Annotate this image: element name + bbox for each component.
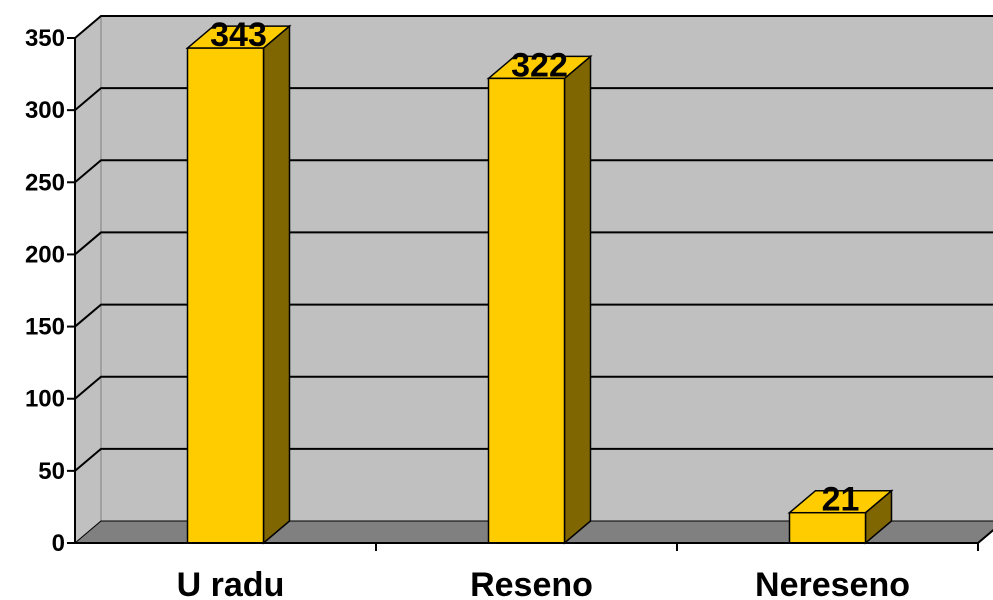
- gridline: [74, 375, 993, 400]
- gridlines: [74, 15, 993, 472]
- y-tick-label: 250: [25, 169, 65, 196]
- gridline: [74, 303, 993, 328]
- bar-front: [186, 47, 265, 544]
- x-tick-label: Reseno: [470, 566, 593, 600]
- data-label: 322: [511, 46, 568, 84]
- bar: [486, 54, 593, 545]
- gridline: [74, 15, 993, 39]
- gridline: [74, 159, 993, 184]
- gridline: [74, 87, 993, 111]
- axes: [67, 37, 993, 551]
- y-tick-label: 0: [52, 530, 65, 557]
- left-wall: [74, 14, 102, 545]
- y-tick-label: 200: [25, 241, 65, 268]
- y-tick-label: 300: [25, 97, 65, 124]
- labels: 343 U radu 322 Reseno 21 Nereseno 0 50 100 150 200…: [25, 16, 910, 600]
- bars: [185, 24, 894, 545]
- bar-front: [788, 511, 867, 544]
- y-tick-label: 150: [25, 314, 65, 341]
- y-tick-label: 50: [38, 458, 65, 485]
- bar-front: [487, 77, 566, 544]
- bar: [185, 24, 292, 545]
- data-label: 343: [210, 16, 267, 54]
- floor-right-edge: [977, 528, 993, 544]
- x-tick-label: Nereseno: [755, 566, 910, 600]
- x-tick-label: U radu: [177, 566, 285, 600]
- data-label: 21: [822, 481, 860, 519]
- bar-side: [563, 54, 592, 545]
- bar-side: [262, 24, 291, 545]
- y-tick-label: 100: [25, 386, 65, 413]
- bar: [787, 489, 894, 545]
- gridline: [74, 447, 993, 472]
- y-tick-label: 350: [25, 25, 65, 52]
- gridline: [74, 231, 993, 256]
